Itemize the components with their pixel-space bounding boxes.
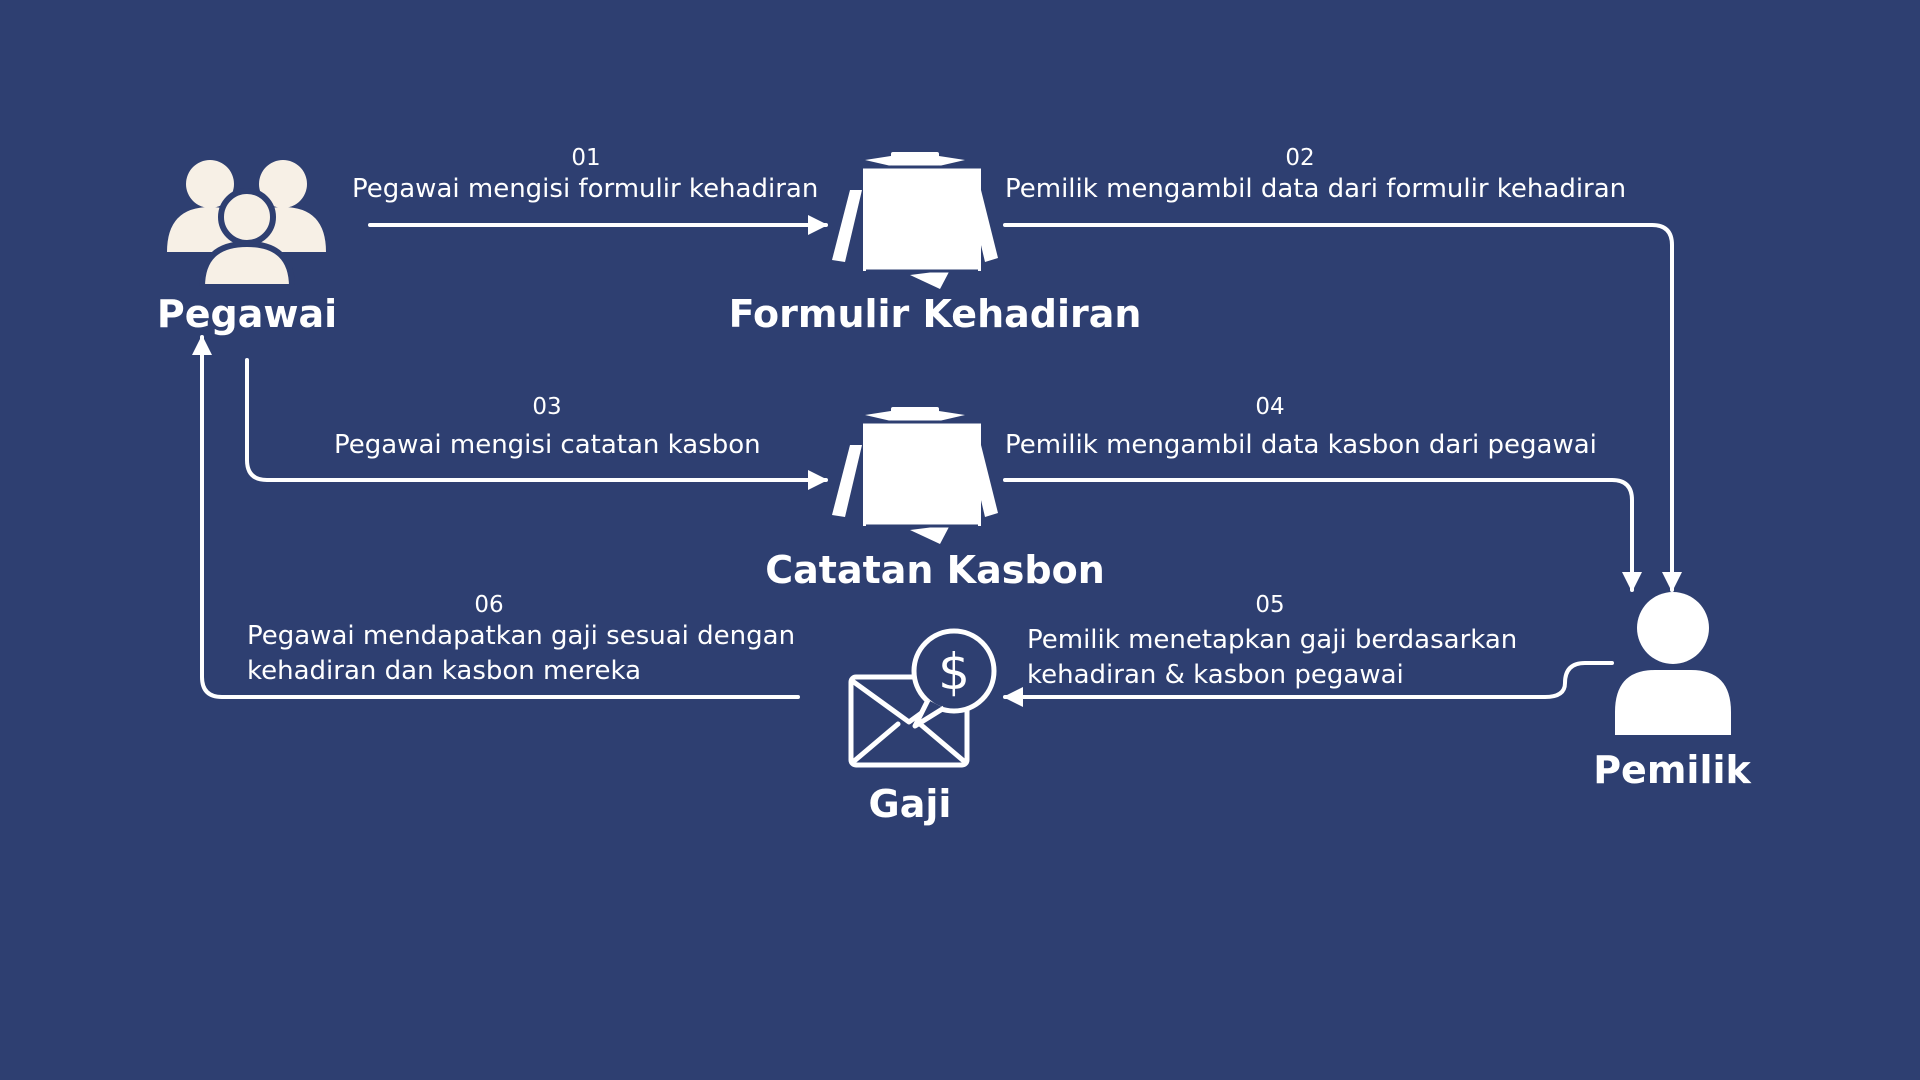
clipboard-document-icon <box>832 407 998 544</box>
user-icon <box>1615 592 1731 735</box>
step-text-04: Pemilik mengambil data kasbon dari pegaw… <box>1005 430 1597 460</box>
step-text-03: Pegawai mengisi catatan kasbon <box>334 430 761 460</box>
step-text-05-line-2: kehadiran & kasbon pegawai <box>1027 660 1404 690</box>
clipboard-document-icon <box>832 152 998 289</box>
node-label-pegawai: Pegawai <box>156 292 338 336</box>
step-number-01: 01 <box>571 145 601 171</box>
people-group-icon <box>167 160 326 290</box>
step-number-05: 05 <box>1255 592 1285 618</box>
arrow-04 <box>1003 478 1642 592</box>
node-label-catatan-kasbon: Catatan Kasbon <box>765 548 1105 592</box>
step-number-06: 06 <box>474 592 504 618</box>
arrow-02 <box>1003 223 1682 592</box>
node-label-pemilik: Pemilik <box>1593 748 1751 792</box>
step-number-03: 03 <box>532 394 562 420</box>
arrow-06 <box>192 335 800 699</box>
arrow-05 <box>1003 661 1614 707</box>
node-label-formulir-kehadiran: Formulir Kehadiran <box>728 292 1142 336</box>
step-text-06-line-1: Pegawai mendapatkan gaji sesuai dengan <box>247 621 796 651</box>
dollar-sign-icon: $ <box>938 643 970 701</box>
step-text-06-line-2: kehadiran dan kasbon mereka <box>247 656 642 686</box>
step-number-04: 04 <box>1255 394 1285 420</box>
step-text-05-line-1: Pemilik menetapkan gaji berdasarkan <box>1027 625 1518 655</box>
step-number-02: 02 <box>1285 145 1315 171</box>
step-text-01: Pegawai mengisi formulir kehadiran <box>352 174 819 204</box>
envelope-dollar-icon: $ <box>848 628 997 768</box>
step-text-02: Pemilik mengambil data dari formulir keh… <box>1005 174 1627 204</box>
arrow-03 <box>245 358 828 490</box>
node-label-gaji: Gaji <box>868 782 952 826</box>
